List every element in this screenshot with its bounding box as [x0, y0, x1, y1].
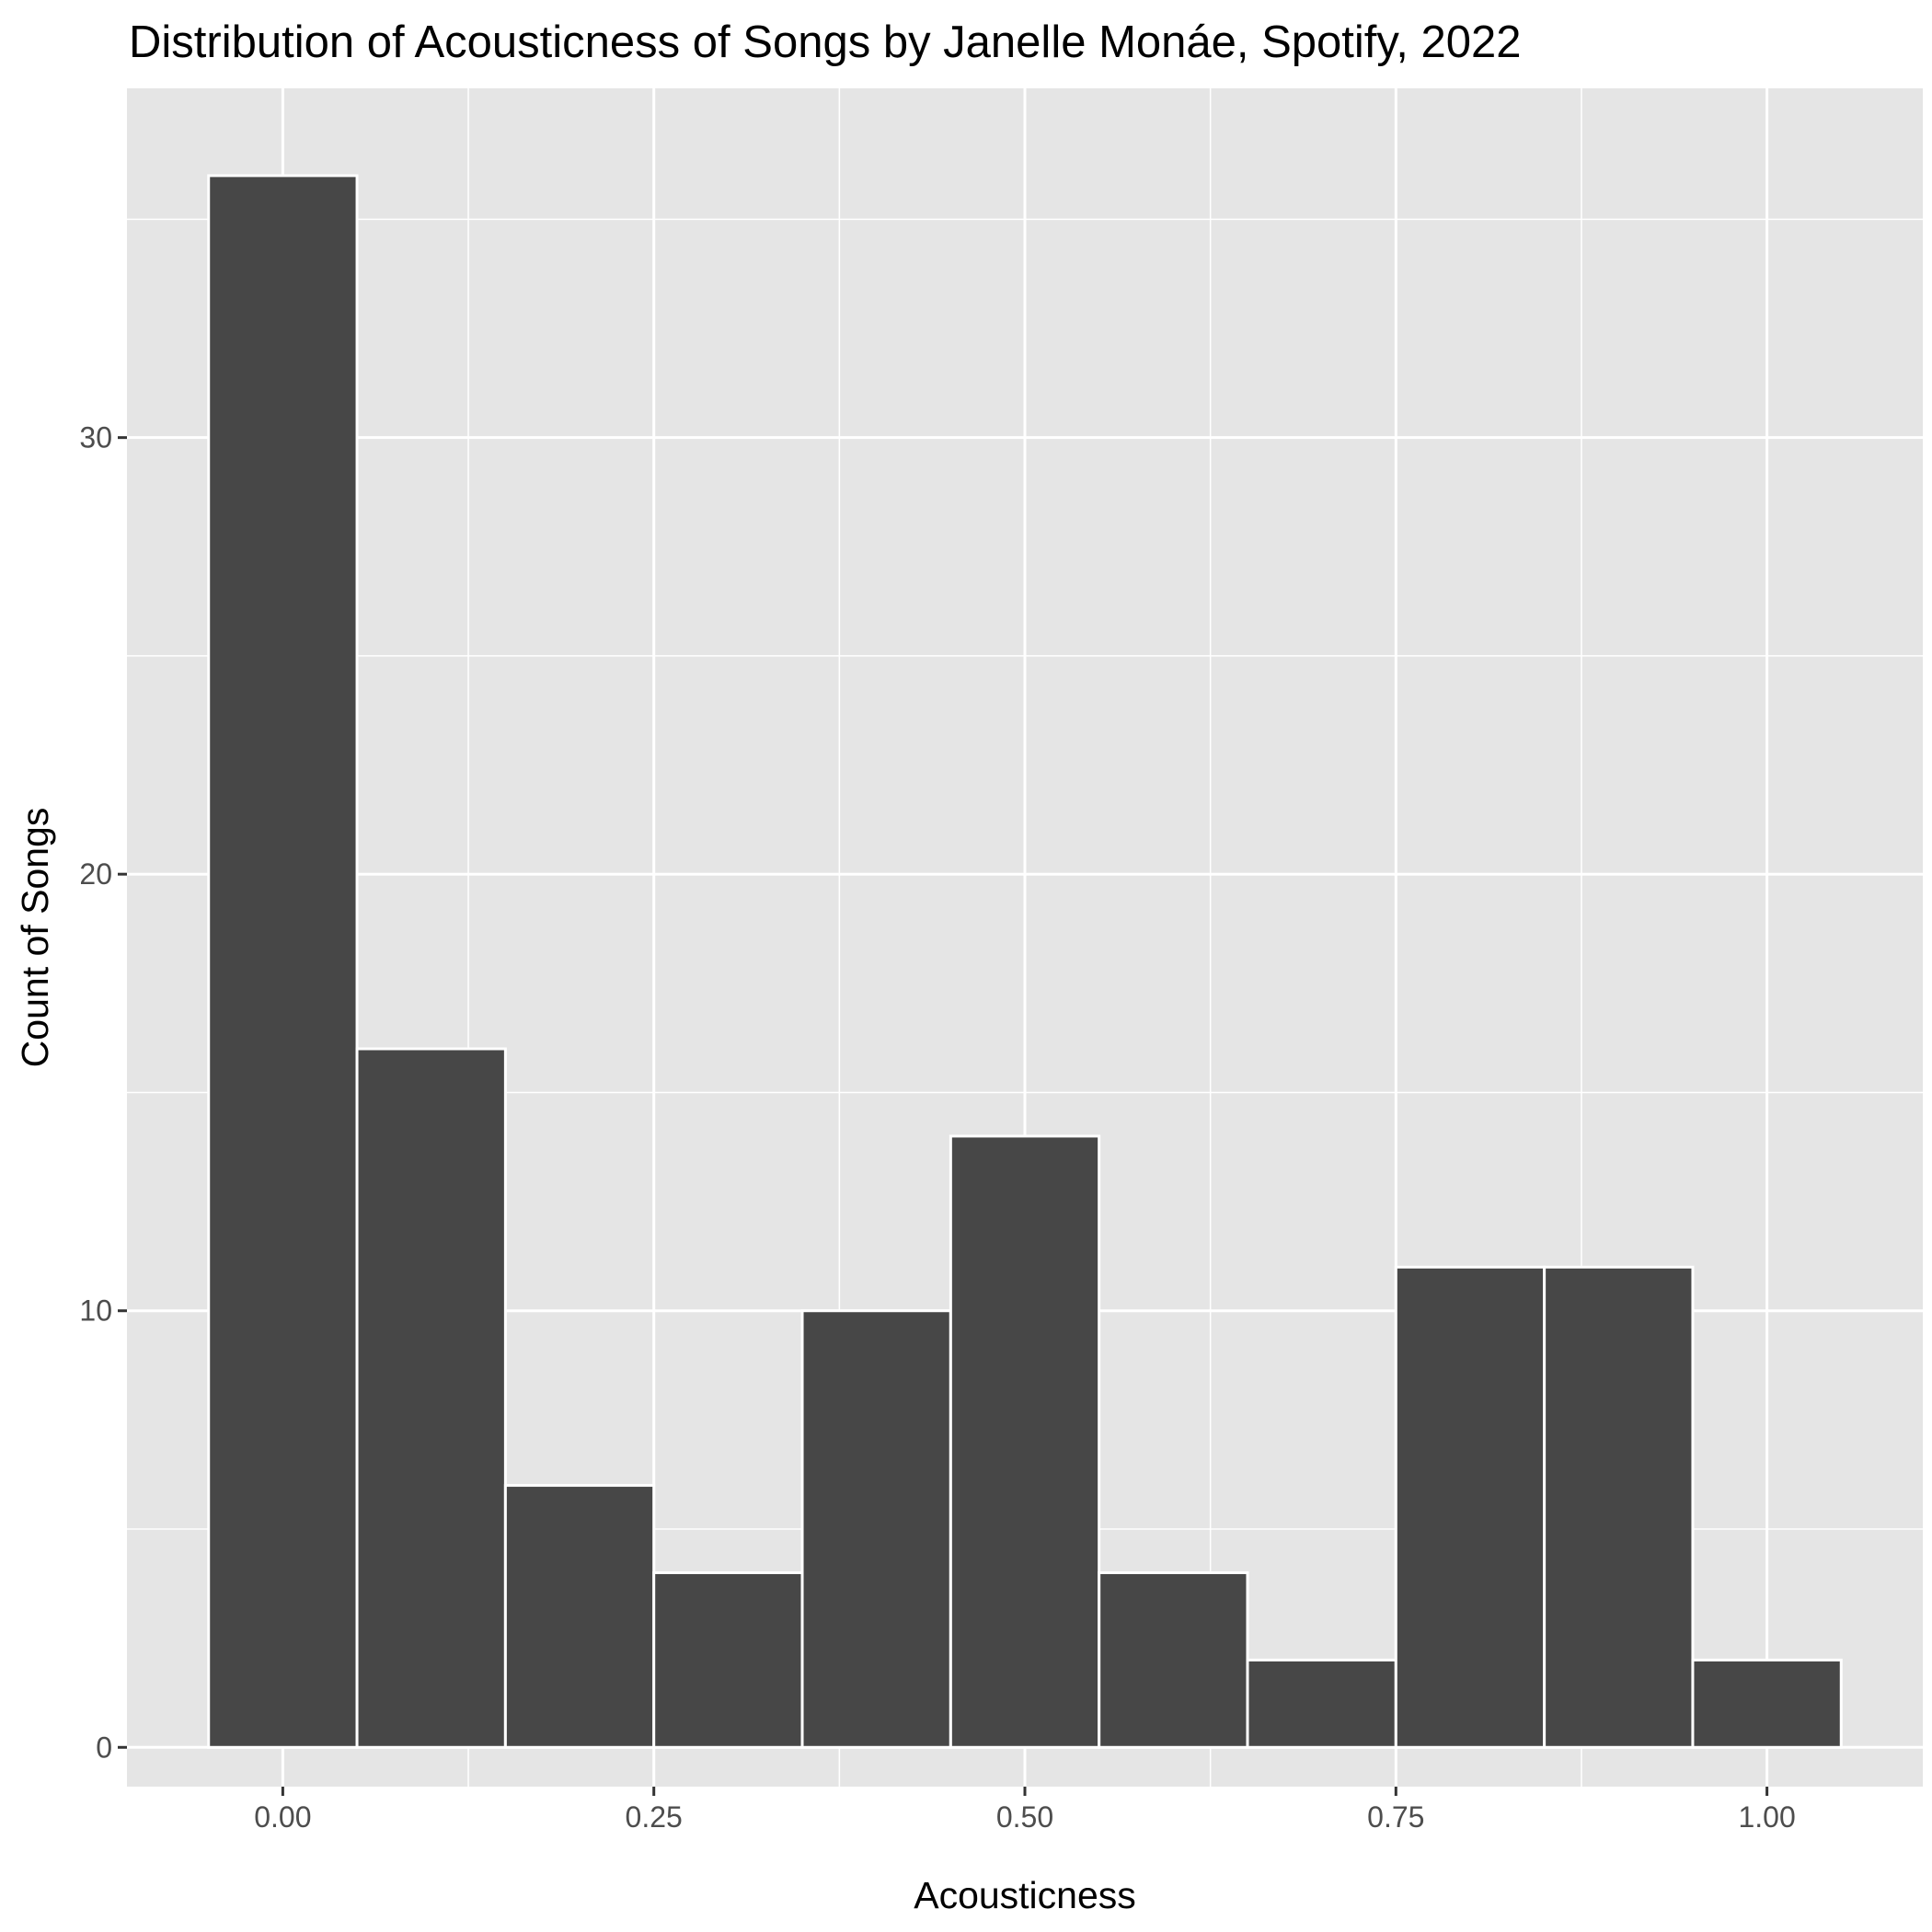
histogram-bar: [207, 174, 359, 1749]
histogram-bar: [800, 1309, 952, 1749]
chart-title: Distribution of Acousticness of Songs by…: [129, 17, 1522, 67]
x-tick-label: 0.75: [1367, 1800, 1424, 1834]
y-tick-label: 20: [79, 857, 112, 891]
histogram-bar: [1246, 1658, 1397, 1749]
x-tick-label: 1.00: [1738, 1800, 1795, 1834]
histogram-bar: [949, 1134, 1101, 1749]
x-tick-label: 0.00: [254, 1800, 311, 1834]
histogram-bar: [652, 1570, 804, 1749]
x-axis: 0.00 0.25 0.50 0.75 1.00: [254, 1787, 1796, 1834]
y-axis-title: Count of Songs: [14, 808, 56, 1068]
histogram-bar: [1543, 1265, 1695, 1749]
x-axis-title: Acousticness: [914, 1874, 1136, 1916]
histogram-bars: [207, 174, 1843, 1749]
y-tick-label: 0: [96, 1731, 112, 1764]
y-tick-label: 30: [79, 421, 112, 454]
x-tick-label: 0.50: [996, 1800, 1053, 1834]
y-tick-label: 10: [79, 1294, 112, 1328]
histogram-bar: [1394, 1265, 1547, 1749]
histogram-bar: [355, 1047, 507, 1749]
histogram-bar: [503, 1484, 656, 1749]
histogram-bar: [1691, 1658, 1843, 1749]
histogram-bar: [1098, 1570, 1249, 1749]
y-axis: 0 10 20 30: [79, 421, 127, 1764]
x-tick-label: 0.25: [626, 1800, 683, 1834]
